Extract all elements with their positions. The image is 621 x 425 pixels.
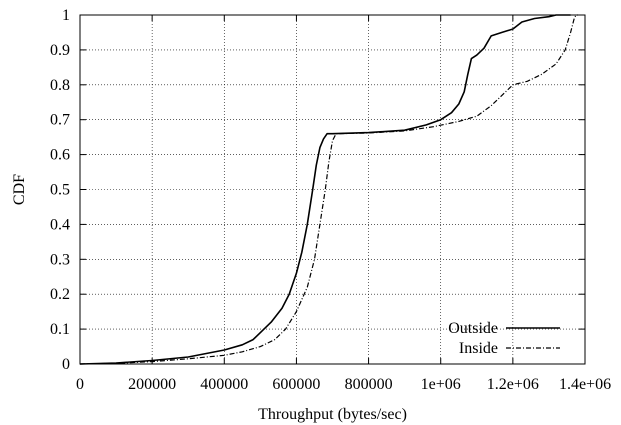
x-tick-label: 400000 xyxy=(200,376,248,393)
grid xyxy=(80,15,585,364)
legend-label-outside: Outside xyxy=(448,320,498,337)
x-tick-label: 800000 xyxy=(345,376,393,393)
x-axis-label: Throughput (bytes/sec) xyxy=(258,406,407,423)
x-tick-label: 600000 xyxy=(272,376,320,393)
series-line-outside xyxy=(79,14,571,365)
y-tick-label: 0.2 xyxy=(50,286,70,303)
series-layer xyxy=(79,14,578,365)
y-tick-label: 0.9 xyxy=(50,42,70,59)
y-tick-label: 1 xyxy=(62,7,70,24)
y-tick-label: 0.3 xyxy=(50,251,70,268)
legend-label-inside: Inside xyxy=(459,340,498,357)
y-tick-label: 0.5 xyxy=(50,182,70,199)
y-tick-label: 0.4 xyxy=(50,216,70,233)
x-tick-label: 200000 xyxy=(128,376,176,393)
y-axis-label: CDF xyxy=(11,174,28,205)
x-tick-label: 0 xyxy=(76,376,84,393)
y-tick-label: 0.7 xyxy=(50,112,70,129)
y-tick-label: 0.6 xyxy=(50,147,70,164)
y-tick-label: 0.1 xyxy=(50,321,70,338)
x-tick-label: 1.2e+06 xyxy=(487,376,539,393)
y-tick-label: 0.8 xyxy=(50,77,70,94)
y-tick-label: 0 xyxy=(62,356,70,373)
x-tick-label: 1.4e+06 xyxy=(559,376,611,393)
x-tick-label: 1e+06 xyxy=(421,376,461,393)
ticks: 0 200000 400000 600000 800000 1e+06 1.2e+06 1.4… xyxy=(50,7,611,393)
legend: Outside Inside xyxy=(448,320,560,357)
